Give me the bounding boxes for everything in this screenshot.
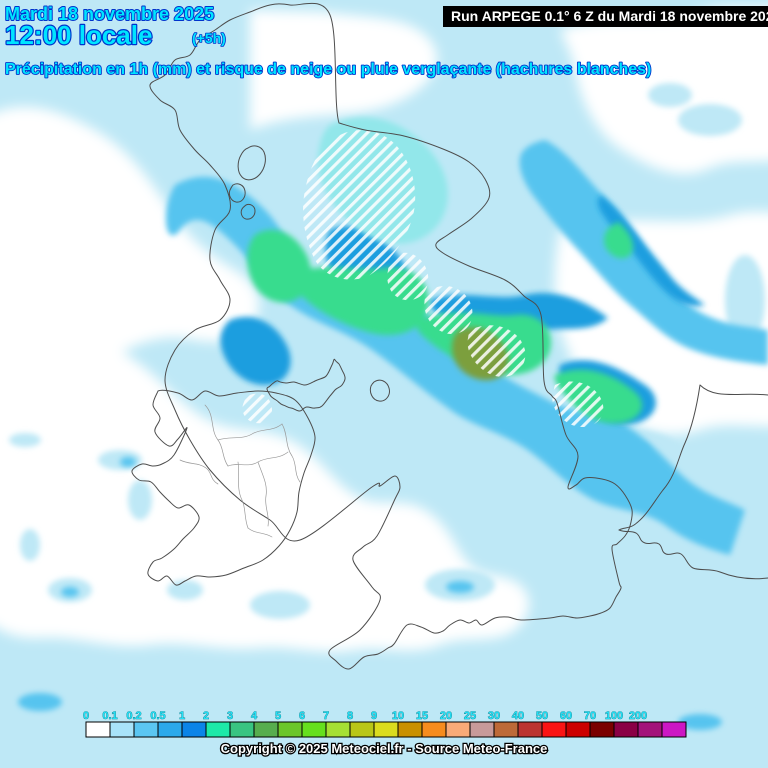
svg-text:60: 60: [560, 710, 572, 722]
svg-text:Run ARPEGE 0.1° 6 Z du Mardi 1: Run ARPEGE 0.1° 6 Z du Mardi 18 novembre…: [451, 8, 768, 24]
svg-text:6: 6: [299, 710, 305, 722]
svg-text:12:00 locale: 12:00 locale: [5, 20, 152, 50]
svg-text:3: 3: [227, 710, 233, 722]
svg-text:0.1: 0.1: [102, 710, 117, 722]
svg-text:30: 30: [488, 710, 500, 722]
svg-text:100: 100: [605, 710, 623, 722]
svg-text:25: 25: [464, 710, 476, 722]
svg-text:1: 1: [179, 710, 185, 722]
svg-text:4: 4: [251, 710, 258, 722]
svg-text:0.2: 0.2: [126, 710, 141, 722]
svg-text:0.5: 0.5: [150, 710, 165, 722]
svg-text:(+5h): (+5h): [192, 30, 226, 46]
svg-text:2: 2: [203, 710, 209, 722]
svg-text:15: 15: [416, 710, 428, 722]
svg-text:8: 8: [347, 710, 353, 722]
svg-text:200: 200: [629, 710, 647, 722]
svg-text:50: 50: [536, 710, 548, 722]
svg-text:20: 20: [440, 710, 452, 722]
svg-text:5: 5: [275, 710, 281, 722]
svg-text:70: 70: [584, 710, 596, 722]
svg-text:7: 7: [323, 710, 329, 722]
svg-text:10: 10: [392, 710, 404, 722]
svg-text:9: 9: [371, 710, 377, 722]
svg-text:Précipitation en 1h (mm) et ri: Précipitation en 1h (mm) et risque de ne…: [5, 61, 651, 78]
svg-text:Copyright © 2025 Meteociel.fr: Copyright © 2025 Meteociel.fr - Source M…: [221, 741, 548, 756]
svg-text:0: 0: [83, 710, 89, 722]
svg-text:40: 40: [512, 710, 524, 722]
